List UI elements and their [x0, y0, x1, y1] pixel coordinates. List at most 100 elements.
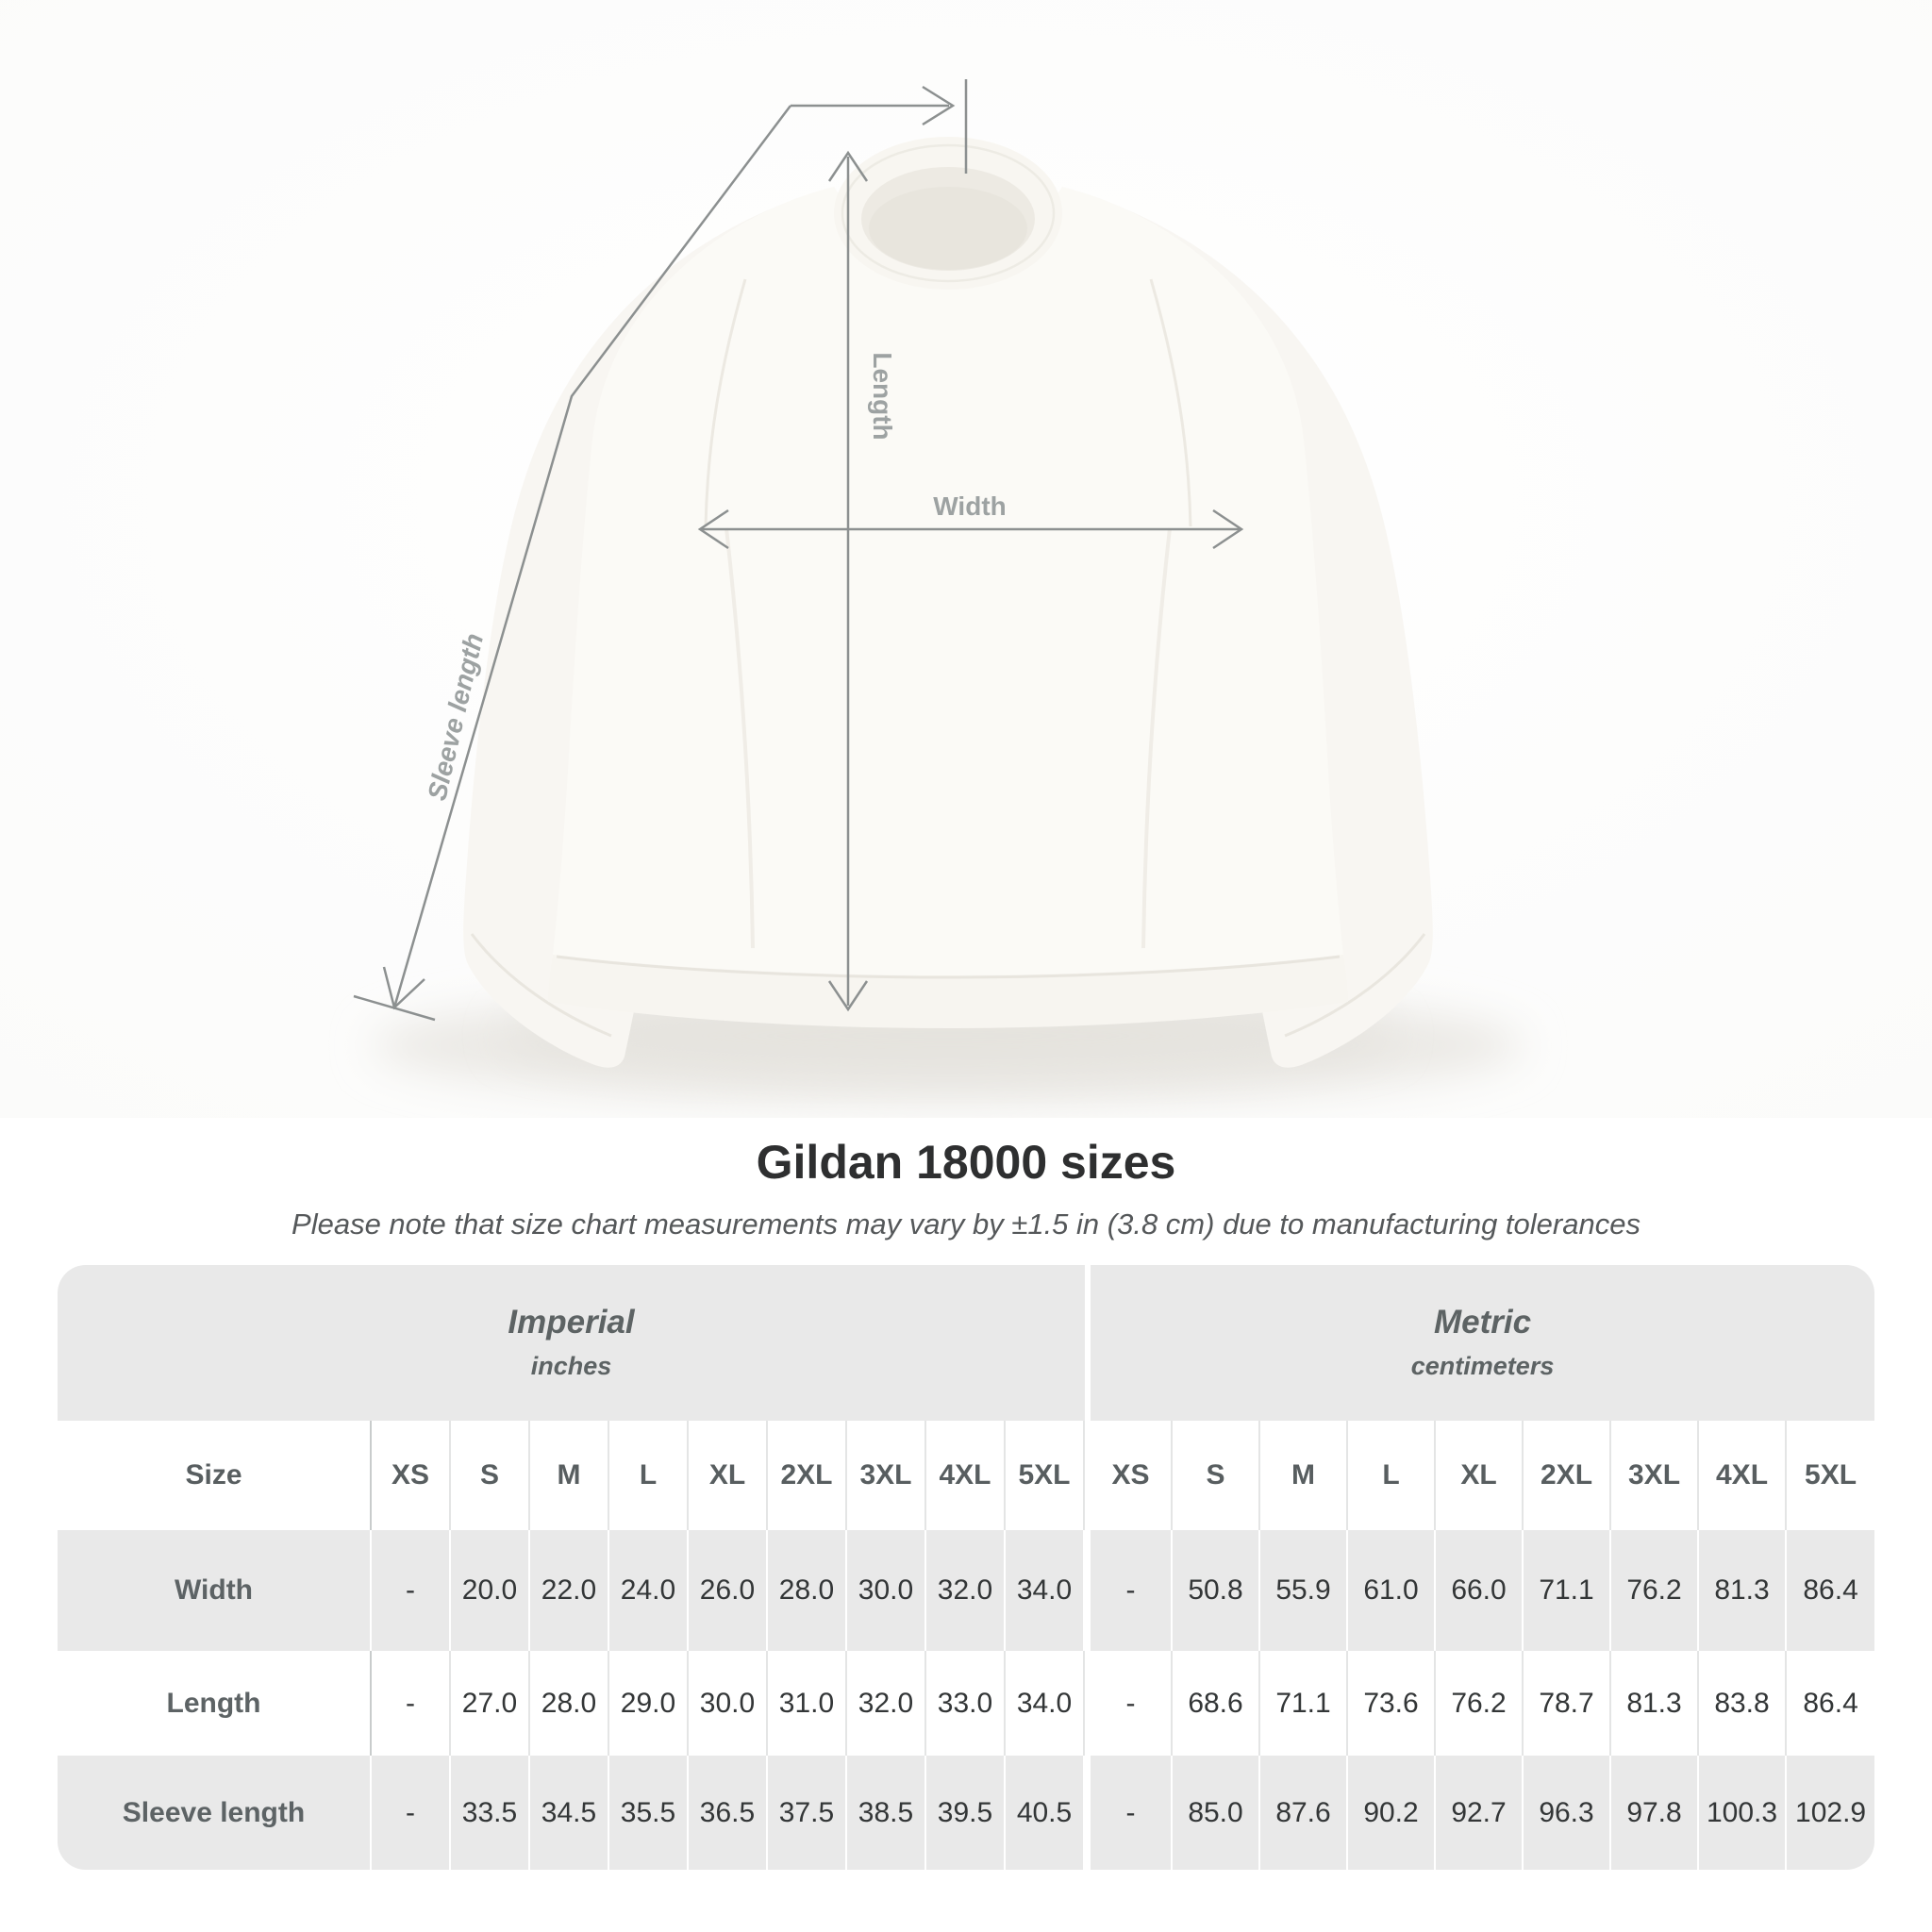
value-cell: - [1085, 1530, 1174, 1651]
right-cuff-seam [1284, 933, 1426, 1038]
size-header-cell: 2XL [768, 1421, 847, 1530]
value-cell: 90.2 [1348, 1756, 1437, 1870]
value-cell: 86.4 [1787, 1530, 1874, 1651]
value-cell: 28.0 [768, 1530, 847, 1651]
value-cell: 31.0 [768, 1651, 847, 1756]
right-armhole-seam [1149, 278, 1192, 527]
size-header-cell: 2XL [1524, 1421, 1612, 1530]
size-header-cell: 3XL [1611, 1421, 1700, 1530]
inches-label: inches [530, 1352, 612, 1381]
size-header-cell: M [530, 1421, 609, 1530]
width-line [697, 508, 1244, 550]
value-cell: 40.5 [1006, 1756, 1086, 1870]
size-header-cell: 5XL [1006, 1421, 1086, 1530]
value-cell: 30.0 [689, 1651, 768, 1756]
measurement-annotations [353, 79, 1244, 1022]
value-cell: - [1085, 1756, 1174, 1870]
value-cell: 39.5 [926, 1756, 1006, 1870]
tolerance-note: Please note that size chart measurements… [291, 1208, 1641, 1241]
page-title: Gildan 18000 sizes [756, 1136, 1176, 1189]
value-cell: - [372, 1651, 451, 1756]
unit-header-row: Imperial inches Metric centimeters [58, 1265, 1874, 1421]
value-cell: 28.0 [530, 1651, 609, 1756]
length-line [827, 150, 869, 1012]
value-cell: 27.0 [451, 1651, 530, 1756]
value-cell: 66.0 [1436, 1530, 1524, 1651]
value-cell: 32.0 [926, 1530, 1006, 1651]
sleeve-length-line [353, 105, 791, 1022]
value-cell: 34.5 [530, 1756, 609, 1870]
sweatshirt-image [463, 137, 1433, 1068]
left-cuff-seam [470, 933, 612, 1038]
value-cell: 24.0 [609, 1530, 689, 1651]
value-cell: - [1085, 1651, 1174, 1756]
value-cell: 92.7 [1436, 1756, 1524, 1870]
value-cell: 68.6 [1173, 1651, 1261, 1756]
value-cell: 73.6 [1348, 1651, 1437, 1756]
size-header-cell: S [451, 1421, 530, 1530]
table-row: Width -20.0 22.0 24.0 26.0 28.0 30.0 32.0 34.0-5… [58, 1530, 1874, 1651]
sweatshirt-measurement-diagram: Length Width Sleeve length [0, 0, 1932, 1118]
size-header-cell: XL [1436, 1421, 1524, 1530]
size-header-cell: 5XL [1787, 1421, 1874, 1530]
value-cell: 22.0 [530, 1530, 609, 1651]
table-row: Length -27.0 28.0 29.0 30.0 31.0 32.0 33.0 34.0-… [58, 1651, 1874, 1756]
value-cell: 32.0 [847, 1651, 926, 1756]
size-table: Imperial inches Metric centimeters Size … [58, 1265, 1874, 1870]
metric-label: Metric [1434, 1303, 1532, 1341]
imperial-label: Imperial [508, 1303, 635, 1341]
row-label: Width [58, 1530, 372, 1651]
row-label: Length [58, 1651, 372, 1756]
width-label: Width [933, 491, 1007, 521]
left-armhole-seam [704, 278, 747, 527]
size-header-cell: 4XL [1699, 1421, 1788, 1530]
body-crease-right [1141, 527, 1172, 949]
value-cell: 87.6 [1260, 1756, 1349, 1870]
size-header-cell: M [1260, 1421, 1349, 1530]
value-cell: 50.8 [1173, 1530, 1261, 1651]
value-cell: 36.5 [689, 1756, 768, 1870]
size-header-cell: XS [372, 1421, 451, 1530]
table-row: Sleeve length -33.5 34.5 35.5 36.5 37.5 38.5 39… [58, 1756, 1874, 1870]
size-header-cell: 4XL [926, 1421, 1006, 1530]
value-cell: 78.7 [1524, 1651, 1612, 1756]
value-cell: 71.1 [1260, 1651, 1349, 1756]
size-header-cell: XL [689, 1421, 768, 1530]
value-cell: 100.3 [1699, 1756, 1788, 1870]
value-cell: 86.4 [1787, 1651, 1874, 1756]
size-header-row: Size XS S M L XL 2XL 3XL 4XL 5XL XS S M L XL 2XL 3XL 4XL… [58, 1421, 1874, 1530]
value-cell: 85.0 [1173, 1756, 1261, 1870]
value-cell: 97.8 [1611, 1756, 1700, 1870]
value-cell: 76.2 [1611, 1530, 1700, 1651]
size-column-header: Size [58, 1421, 372, 1530]
value-cell: - [372, 1756, 451, 1870]
collar [834, 137, 1062, 290]
value-cell: 55.9 [1260, 1530, 1349, 1651]
value-cell: 83.8 [1699, 1651, 1788, 1756]
value-cell: 81.3 [1611, 1651, 1700, 1756]
row-label: Sleeve length [58, 1756, 372, 1870]
shoulder-measure-line [791, 79, 968, 174]
centimeters-label: centimeters [1410, 1352, 1555, 1381]
value-cell: 30.0 [847, 1530, 926, 1651]
size-header-cell: L [609, 1421, 689, 1530]
value-cell: 76.2 [1436, 1651, 1524, 1756]
value-cell: 34.0 [1006, 1530, 1086, 1651]
value-cell: 37.5 [768, 1756, 847, 1870]
value-cell: 33.5 [451, 1756, 530, 1870]
value-cell: 35.5 [609, 1756, 689, 1870]
value-cell: 102.9 [1787, 1756, 1874, 1870]
value-cell: 29.0 [609, 1651, 689, 1756]
value-cell: 61.0 [1348, 1530, 1437, 1651]
hem-seam [556, 955, 1341, 979]
metric-group-header: Metric centimeters [1085, 1265, 1874, 1421]
body-crease-left [724, 527, 755, 949]
value-cell: 34.0 [1006, 1651, 1086, 1756]
imperial-group-header: Imperial inches [58, 1265, 1086, 1421]
value-cell: 96.3 [1524, 1756, 1612, 1870]
size-header-cell: 3XL [847, 1421, 926, 1530]
value-cell: 38.5 [847, 1756, 926, 1870]
value-cell: 20.0 [451, 1530, 530, 1651]
value-cell: 81.3 [1699, 1530, 1788, 1651]
